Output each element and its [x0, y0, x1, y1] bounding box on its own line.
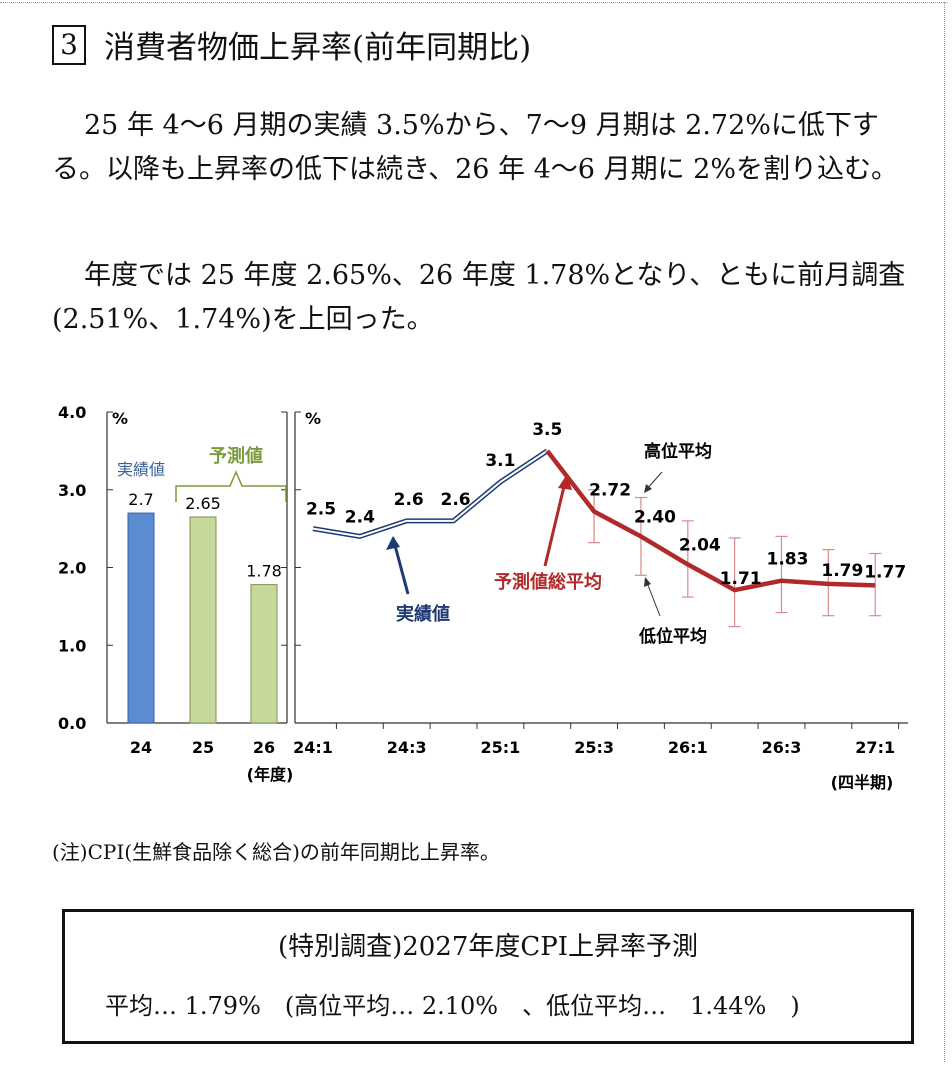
chart-note: (注)CPI(生鮮食品除く総合)の前年同期比上昇率。 — [52, 840, 500, 864]
actual-value-label: 2.4 — [345, 507, 375, 527]
frame-border-right — [944, 2, 945, 1062]
bar-value-label: 2.65 — [185, 494, 221, 513]
actual-value-label: 3.1 — [485, 451, 515, 471]
actual-value-label: 2.6 — [394, 490, 424, 510]
forecast-arrow-head — [558, 474, 572, 490]
bar-category-label: 26 — [253, 738, 275, 757]
forecast-series-label: 予測値総平均 — [494, 571, 602, 593]
special-survey-title: (特別調査)2027年度CPI上昇率予測 — [277, 932, 699, 962]
bar-value-label: 2.7 — [128, 490, 153, 509]
y-tick-label: 1.0 — [58, 636, 86, 655]
actual-series-line-inner — [312, 450, 548, 538]
quarter-tick-label: 25:1 — [481, 738, 521, 757]
forecast-value-label: 1.79 — [821, 561, 863, 581]
bar-category-label: 25 — [192, 738, 214, 757]
forecast-arrow-shaft — [543, 477, 568, 567]
y-tick-label: 0.0 — [58, 714, 86, 733]
quarter-tick-label: 27:1 — [855, 738, 895, 757]
actual-arrow-head — [386, 536, 400, 550]
bar-25 — [189, 516, 217, 724]
quarter-tick-label: 24:3 — [387, 738, 427, 757]
low-average-label: 低位平均 — [638, 626, 707, 647]
bar-unit-label: % — [112, 409, 128, 428]
y-tick-label: 4.0 — [58, 403, 86, 422]
actual-value-label: 2.5 — [306, 500, 336, 520]
high-average-pointer-head — [644, 484, 652, 493]
low-average-pointer — [645, 579, 661, 617]
forecast-value-label: 1.71 — [720, 569, 762, 589]
forecast-value-label: 2.04 — [679, 535, 721, 555]
forecast-value-label: 1.77 — [864, 562, 906, 582]
line-x-axis-title: (四半期) — [831, 773, 894, 792]
y-tick-label: 3.0 — [58, 481, 86, 500]
actual-series-label: 実績値 — [396, 603, 450, 625]
bar-x-axis-title: (年度) — [247, 765, 294, 784]
bar-value-label: 1.78 — [246, 562, 282, 581]
forecast-value-label: 2.72 — [589, 481, 631, 501]
low-average-pointer-head — [644, 577, 651, 587]
quarter-tick-label: 26:1 — [668, 738, 708, 757]
section-heading: 3 消費者物価上昇率(前年同期比) — [52, 22, 531, 67]
cpi-chart: 0.0 1.0 2.0 3.0 4.0 % 2.7 24 2.65 25 1.78 26 実績値 予測値 (… — [58, 403, 908, 792]
quarter-tick-label: 25:3 — [574, 738, 614, 757]
forecast-value-label: 1.83 — [767, 550, 809, 570]
paragraph-quarterly: 25 年 4～6 月期の実績 3.5%から、7～9 月期は 2.72%に低下する… — [52, 110, 898, 185]
high-average-label: 高位平均 — [644, 441, 712, 462]
actual-value-label: 3.5 — [532, 420, 562, 440]
bar-category-label: 24 — [130, 738, 152, 757]
forecast-value-label: 2.40 — [634, 507, 676, 527]
special-survey-forecast: 平均… 1.79% (高位平均… 2.10% 、低位平均… 1.44% ) — [105, 992, 800, 1020]
section-number: 3 — [52, 24, 86, 65]
section-title: 消費者物価上昇率(前年同期比) — [104, 30, 532, 66]
actual-value-label: 2.6 — [440, 490, 470, 510]
actual-bar-label: 実績値 — [117, 460, 165, 479]
frame-border-top — [0, 2, 948, 3]
special-survey-box: (特別調査)2027年度CPI上昇率予測 平均… 1.79% (高位平均… 2.… — [62, 909, 914, 1044]
bar-26 — [250, 584, 278, 724]
forecast-bracket — [175, 470, 287, 502]
quarter-tick-label: 26:3 — [762, 738, 802, 757]
paragraph-fiscal-year: 年度では 25 年度 2.65%、26 年度 1.78%となり、ともに前月調査(… — [52, 260, 906, 335]
quarter-tick-label: 24:1 — [293, 738, 333, 757]
bar-24 — [127, 512, 155, 724]
forecast-series-line — [545, 449, 876, 593]
forecast-bar-label: 予測値 — [209, 445, 263, 467]
y-tick-label: 2.0 — [58, 559, 86, 578]
line-unit-label: % — [305, 409, 321, 428]
